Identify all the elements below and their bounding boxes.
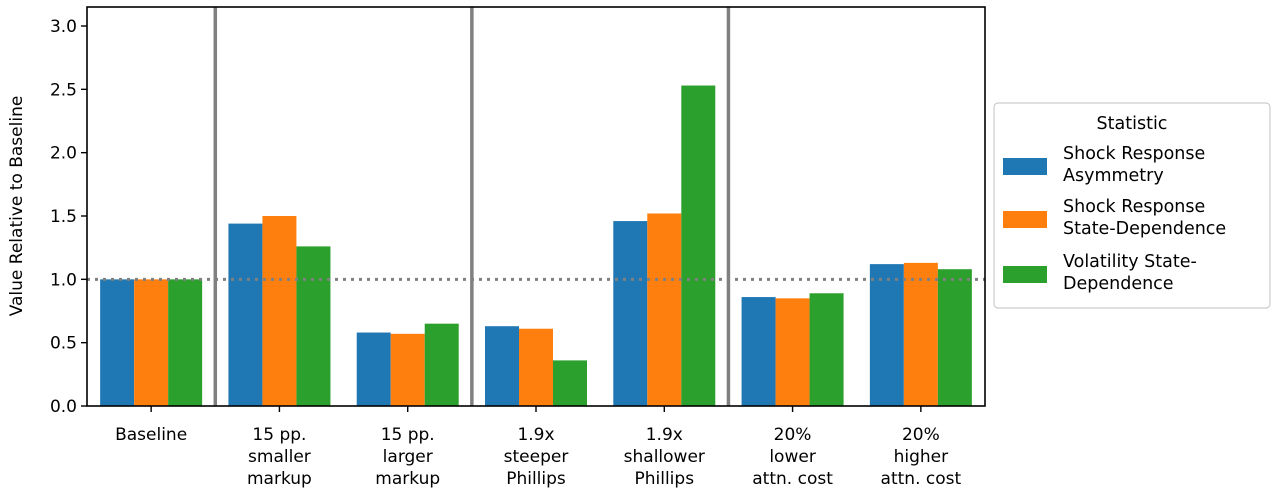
legend-label-1: Shock Response Asymmetry (1063, 144, 1205, 186)
legend-title: Statistic (1097, 114, 1168, 134)
y-tick-label-6: 2.5 (50, 80, 77, 100)
y-tick-label-7: 3.0 (50, 17, 77, 37)
y-tick-label-5: 2.0 (50, 144, 77, 164)
bar-series-3-cat-2 (296, 246, 331, 406)
x-tick-label-6: 20% lower attn. cost (752, 425, 833, 489)
y-tick-label-3: 1.0 (50, 270, 77, 290)
x-tick-label-7: 20% higher attn. cost (881, 425, 962, 489)
reference-lines-layer (87, 7, 985, 406)
legend-swatch-2 (1003, 211, 1047, 228)
bar-series-1-cat-6 (741, 297, 776, 406)
x-axis: Baseline 15 pp. smaller markup 15 pp. larger m… (115, 406, 961, 489)
bar-series-2-cat-4 (519, 328, 553, 406)
x-tick-label-3: 15 pp. larger markup (375, 425, 440, 489)
bar-series-2-cat-5 (647, 213, 682, 406)
x-tick-label-2: 15 pp. smaller markup (247, 425, 312, 489)
bar-series-1-cat-2 (228, 223, 263, 406)
bars-layer (100, 85, 972, 407)
bar-series-2-cat-7 (903, 262, 938, 406)
y-tick-label-4: 1.5 (50, 207, 77, 227)
legend-swatch-3 (1003, 266, 1047, 283)
bar-series-3-cat-5 (681, 85, 716, 407)
legend-label-3: Volatility State-Dependence (1063, 252, 1197, 294)
bar-series-3-cat-6 (809, 293, 844, 406)
bar-series-3-cat-7 (937, 269, 972, 406)
y-axis: 0.0 0.5 1.0 1.5 2.0 2.5 3.0 (50, 17, 87, 417)
bar-series-2-cat-3 (390, 333, 425, 406)
bar-series-2-cat-2 (262, 216, 297, 406)
y-tick-label-2: 0.5 (50, 334, 77, 354)
x-tick-label-5: 1.9x shallower Phillips (624, 425, 705, 489)
bar-series-1-cat-7 (869, 264, 904, 406)
bar-series-1-cat-1 (100, 279, 135, 406)
legend-label-2: Shock Response State-Dependence (1063, 197, 1226, 239)
x-tick-label-4: 1.9x steeper Phillips (504, 425, 569, 489)
bar-series-3-cat-3 (424, 323, 459, 406)
bar-series-1-cat-3 (356, 332, 391, 406)
legend-items: Shock Response Asymmetry Shock Response Sta… (1003, 144, 1226, 294)
y-tick-label-1: 0.0 (50, 397, 77, 417)
bar-series-1-cat-5 (613, 221, 648, 406)
y-axis-title: Value Relative to Baseline (7, 96, 27, 317)
bar-series-2-cat-1 (134, 279, 169, 406)
bar-series-1-cat-4 (485, 326, 519, 406)
legend-frame (993, 102, 1271, 309)
bar-series-3-cat-1 (168, 279, 203, 406)
bar-series-2-cat-6 (775, 298, 810, 406)
legend-swatch-1 (1003, 158, 1047, 175)
bar-series-3-cat-4 (553, 360, 587, 406)
x-tick-label-1: Baseline (115, 425, 187, 445)
